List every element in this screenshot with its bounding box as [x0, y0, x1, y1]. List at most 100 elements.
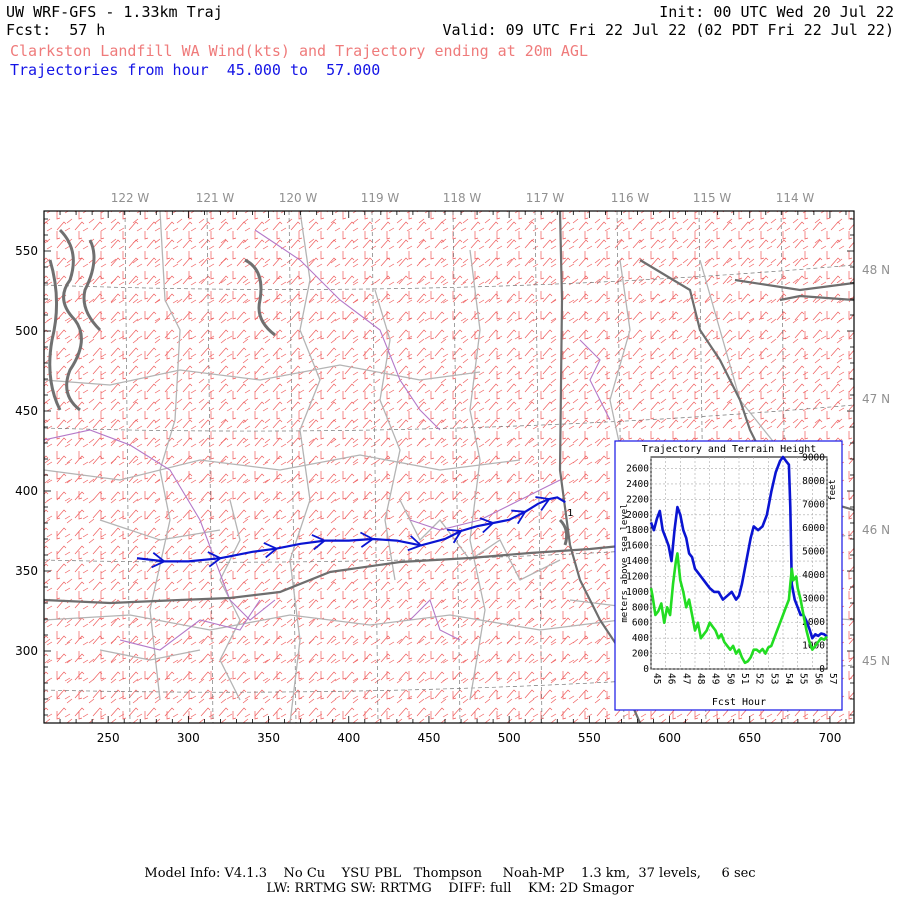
inset-x-tick-label: 48 — [695, 673, 706, 685]
trajectory-arrowhead — [479, 517, 495, 534]
latitude-label: 46 N — [862, 523, 890, 537]
y-tick-label: 350 — [15, 564, 38, 578]
x-tick-label: 250 — [97, 731, 120, 745]
inset-right-tick-label: 4000 — [802, 570, 825, 581]
x-tick-label: 300 — [177, 731, 200, 745]
y-tick-label: 400 — [15, 484, 38, 498]
water-features — [44, 229, 611, 651]
trajectory-arrowhead — [511, 509, 527, 525]
inset-left-tick-label: 1400 — [626, 556, 649, 567]
inset-left-axis-label: meters above sea level — [620, 503, 630, 622]
longitude-label: 115 W — [693, 191, 732, 205]
inset-x-tick-label: 51 — [739, 673, 750, 685]
trajectory-height-line — [649, 455, 828, 640]
longitude-label: 118 W — [443, 191, 482, 205]
inset-left-axis: 0 200 400 600 800 1000 1200 1400 1600 1800 2000 220… — [626, 464, 649, 675]
inset-x-tick-label: 50 — [724, 673, 735, 685]
inset-x-tick-label: 52 — [754, 673, 765, 684]
trajectory-terrain-inset: Trajectory and Terrain Height 0 200 400 600… — [614, 440, 843, 711]
inset-left-tick-label: 600 — [632, 618, 649, 629]
trajectory-arrowhead — [447, 528, 463, 544]
latitude-label: 45 N — [862, 654, 890, 668]
trajectory-arrowhead — [207, 551, 223, 568]
trajectory-arrowhead — [407, 535, 423, 552]
init-time: Init: 00 UTC Wed 20 Jul 22 — [659, 3, 894, 21]
map-frame — [43, 210, 855, 724]
inset-left-tick-label: 2200 — [626, 494, 649, 505]
forecast-hour: Fcst: 57 h — [6, 21, 106, 39]
inset-right-tick-label: 5000 — [802, 547, 825, 558]
longitude-label: 121 W — [196, 191, 235, 205]
inset-x-tick-label: 45 — [651, 673, 662, 684]
map-y-axis: 550 500 450 400 350 300 — [15, 244, 38, 658]
inset-left-tick-label: 1800 — [626, 525, 649, 536]
longitude-label: 119 W — [361, 191, 400, 205]
inset-x-tick-label: 57 — [827, 673, 838, 684]
inset-left-tick-label: 200 — [632, 649, 649, 660]
trajectory-layer: 1 — [136, 496, 574, 569]
trajectory-arrowhead — [535, 496, 551, 511]
trajectory-arrowhead — [151, 552, 167, 569]
longitude-label: 120 W — [279, 191, 318, 205]
inset-x-tick-label: 49 — [710, 673, 721, 685]
model-title: UW WRF-GFS - 1.33km Traj — [6, 3, 223, 21]
inset-x-axis-label: Fcst Hour — [712, 697, 766, 708]
plot-subtitle: Clarkston Landfill WA Wind(kts) and Traj… — [10, 42, 588, 60]
inset-right-tick-label: 0 — [819, 664, 825, 675]
longitude-label: 122 W — [111, 191, 150, 205]
coastline — [48, 228, 569, 546]
x-tick-label: 600 — [658, 731, 681, 745]
inset-right-tick-label: 3000 — [802, 594, 825, 605]
trajectory-path — [136, 496, 566, 563]
model-info-line2: LW: RRTMG SW: RRTMG DIFF: full KM: 2D Sm… — [266, 881, 634, 896]
longitude-label: 116 W — [611, 191, 650, 205]
trajectory-end-marker: 1 — [567, 508, 573, 519]
x-tick-label: 700 — [818, 731, 841, 745]
y-tick-label: 550 — [15, 244, 38, 258]
valid-time: Valid: 09 UTC Fri 22 Jul 22 (02 PDT Fri … — [442, 21, 894, 39]
y-tick-label: 450 — [15, 404, 38, 418]
inset-right-tick-label: 9000 — [802, 453, 825, 464]
x-tick-label: 500 — [498, 731, 521, 745]
inset-x-tick-label: 56 — [812, 673, 823, 685]
inset-left-tick-label: 1000 — [626, 587, 649, 598]
inset-left-tick-label: 0 — [643, 664, 649, 675]
terrain-height-line — [649, 552, 828, 665]
latitude-label: 47 N — [862, 392, 890, 406]
x-tick-label: 450 — [417, 731, 440, 745]
inset-x-tick-label: 47 — [680, 673, 691, 684]
longitude-label: 117 W — [526, 191, 565, 205]
y-tick-label: 500 — [15, 324, 38, 338]
trajectory-range: Trajectories from hour 45.000 to 57.000 — [10, 61, 381, 79]
inset-left-tick-label: 400 — [632, 633, 649, 644]
inset-series — [649, 455, 828, 665]
map-frame-ticks — [43, 211, 854, 723]
x-tick-label: 550 — [578, 731, 601, 745]
inset-title: Trajectory and Terrain Height — [642, 444, 817, 455]
inset-left-tick-label: 2600 — [626, 464, 649, 475]
trajectory-arrowhead — [359, 531, 375, 548]
inset-x-tick-label: 54 — [783, 673, 794, 685]
longitude-labels: 122 W 121 W 120 W 119 W 118 W 117 W 116 W 115 W… — [111, 191, 815, 205]
inset-right-tick-label: 2000 — [802, 617, 825, 628]
inset-right-tick-label: 8000 — [802, 476, 825, 487]
map-x-axis: 250 300 350 400 450 500 550 600 650 700 — [97, 731, 842, 745]
latitude-labels: 48 N 47 N 46 N 45 N — [862, 263, 890, 668]
inset-x-axis: 45 46 47 48 49 50 51 52 53 54 55 56 57 — [651, 673, 838, 685]
inset-x-tick-label: 53 — [768, 673, 779, 684]
x-tick-label: 400 — [337, 731, 360, 745]
inset-left-tick-label: 1600 — [626, 541, 649, 552]
latitude-label: 48 N — [862, 263, 890, 277]
inset-right-tick-label: 7000 — [802, 500, 825, 511]
inset-left-tick-label: 1200 — [626, 571, 649, 582]
inset-left-tick-label: 2400 — [626, 479, 649, 490]
inset-right-tick-label: 6000 — [802, 523, 825, 534]
inset-left-tick-label: 800 — [632, 602, 649, 613]
longitude-label: 114 W — [776, 191, 815, 205]
y-tick-label: 300 — [15, 644, 38, 658]
inset-right-axis-label: feet — [828, 479, 838, 501]
x-tick-label: 350 — [257, 731, 280, 745]
model-info-line1: Model Info: V4.1.3 No Cu YSU PBL Thompso… — [144, 866, 756, 881]
inset-x-tick-label: 46 — [666, 673, 677, 685]
